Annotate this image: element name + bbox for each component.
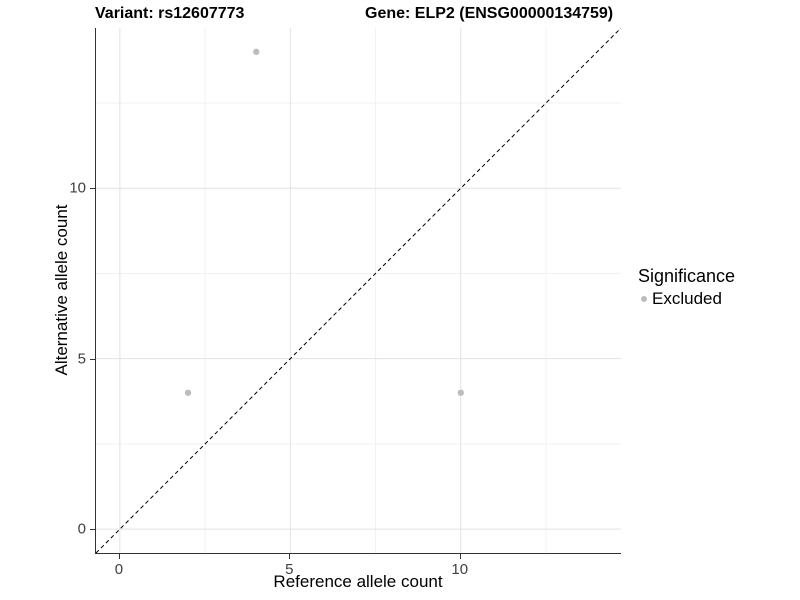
identity-dashed-line — [96, 28, 621, 553]
data-point — [184, 389, 192, 396]
x-axis-tick — [289, 554, 291, 559]
legend: Significance Excluded — [638, 266, 735, 309]
y-axis-tick — [90, 188, 95, 190]
data-point — [253, 48, 260, 56]
gene-title: Gene: ELP2 (ENSG00000134759) — [365, 5, 614, 22]
x-axis-tick-label: 0 — [114, 561, 124, 578]
y-axis-tick-label: 0 — [77, 520, 86, 538]
legend-title: Significance — [638, 266, 736, 286]
y-axis-tick — [90, 529, 95, 531]
legend-key-dot-icon — [641, 296, 647, 302]
y-axis-tick-label: 10 — [69, 179, 86, 197]
plot-panel — [95, 28, 621, 554]
x-axis-tick — [459, 554, 461, 559]
y-axis-tick-label: 5 — [77, 350, 86, 368]
x-axis-tick-label: 5 — [285, 561, 294, 578]
x-axis-title: Reference allele count — [273, 572, 443, 591]
x-axis-tick — [118, 554, 120, 559]
legend-item-label: Excluded — [652, 289, 722, 308]
x-axis-tick-label: 10 — [451, 561, 469, 578]
plot-canvas — [96, 28, 621, 553]
data-point — [457, 389, 464, 396]
legend-item-excluded: Excluded — [638, 289, 735, 309]
y-axis-tick — [90, 358, 95, 360]
variant-title: Variant: rs12607773 — [95, 5, 245, 22]
